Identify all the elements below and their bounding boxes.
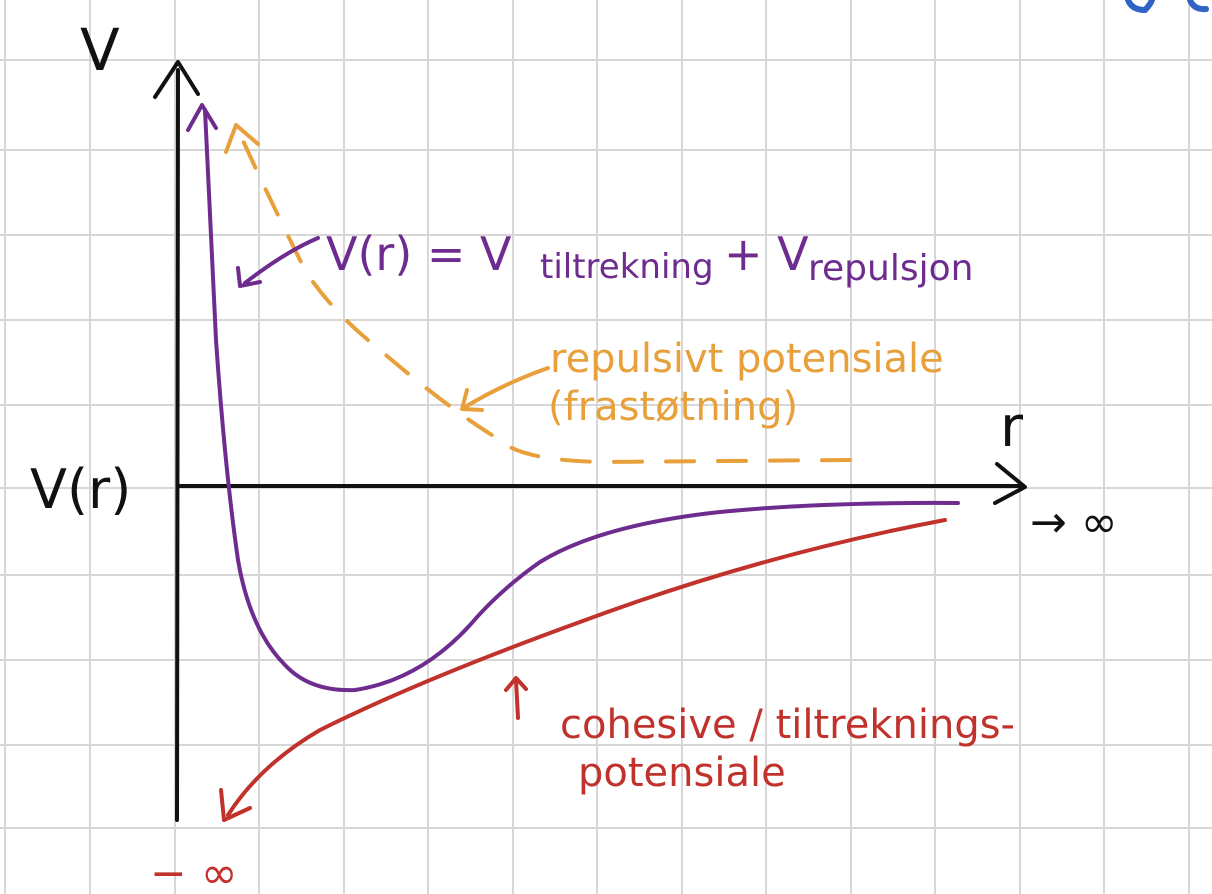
arrow-icon — [514, 678, 520, 720]
arrow-icon — [236, 266, 262, 288]
repulsive-curve-arrowhead — [224, 123, 260, 154]
annotation-arrows — [236, 236, 550, 720]
cohesive-curve-arrowhead — [219, 788, 252, 822]
total-curve-arrowhead — [186, 103, 218, 132]
formula-plus: + V — [724, 227, 809, 281]
formula-main: V(r) = V — [326, 227, 512, 281]
total-potential-curve — [186, 103, 960, 693]
v-axis — [175, 68, 180, 822]
minus-infinity-label: − ∞ — [150, 848, 238, 894]
cohesive-label-line2: potensiale — [578, 750, 786, 796]
v-axis-arrowhead — [153, 60, 200, 99]
cohesive-potential-label: cohesive / tiltreknings- potensiale — [560, 702, 1015, 796]
r-axis-label: r — [1000, 395, 1024, 460]
formula-sub-attraction: tiltrekning — [540, 247, 714, 287]
cohesive-potential-curve — [219, 518, 947, 822]
repulsive-potential-curve — [224, 123, 852, 465]
r-axis-arrowhead — [993, 462, 1027, 505]
arrow-icon — [243, 236, 320, 285]
formula-sub-repulsion: repulsjon — [808, 248, 973, 289]
v-axis-label: V — [80, 16, 120, 84]
repulsive-label-line2: (frastøtning) — [548, 384, 798, 430]
total-potential-formula: V(r) = V tiltrekning + V repulsjon — [326, 227, 973, 289]
arrow-icon — [460, 388, 484, 412]
repulsive-potential-label: repulsivt potensiale (frastøtning) — [548, 336, 944, 430]
repulsive-label-line1: repulsivt potensiale — [550, 336, 944, 382]
axes — [153, 60, 1027, 822]
corner-ink-marks — [1125, 0, 1209, 14]
arrow-icon — [463, 366, 550, 409]
infinity-label: → ∞ — [1030, 497, 1118, 548]
v-of-r-label: V(r) — [30, 458, 131, 521]
cohesive-label-line1: cohesive / tiltreknings- — [560, 702, 1015, 748]
arrow-icon — [504, 676, 528, 692]
